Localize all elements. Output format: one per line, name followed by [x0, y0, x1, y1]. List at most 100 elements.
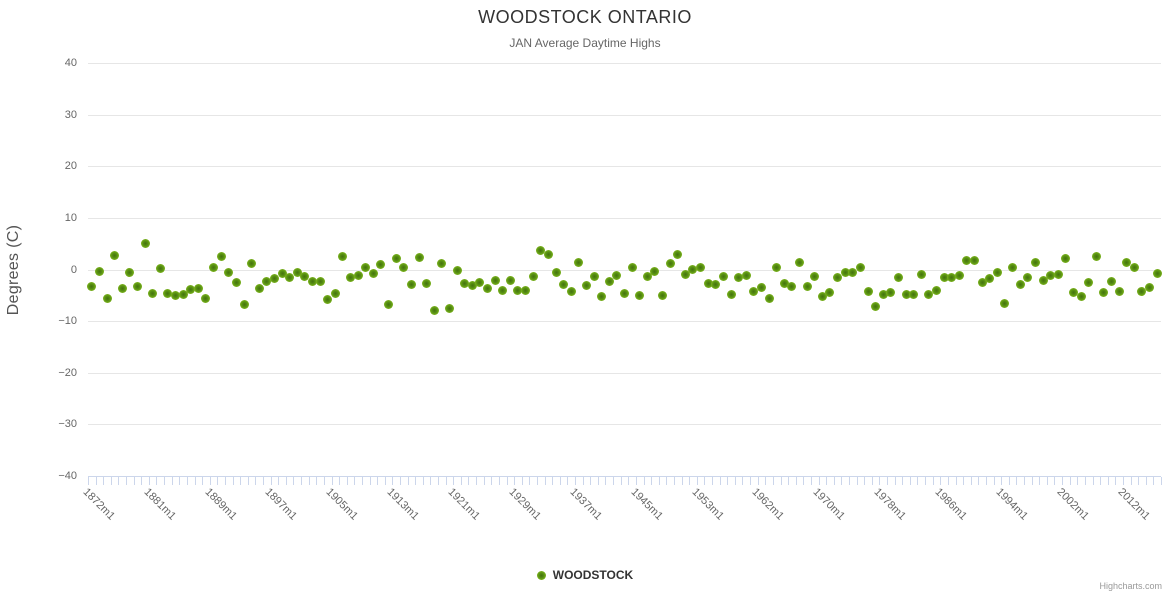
- data-point[interactable]: [361, 263, 371, 273]
- data-point[interactable]: [627, 262, 637, 272]
- data-point[interactable]: [155, 263, 165, 273]
- data-point[interactable]: [817, 291, 827, 301]
- data-point[interactable]: [353, 270, 363, 280]
- data-point[interactable]: [231, 277, 241, 287]
- data-point[interactable]: [589, 271, 599, 281]
- data-point[interactable]: [125, 267, 135, 277]
- data-point[interactable]: [399, 263, 409, 273]
- data-point[interactable]: [528, 271, 538, 281]
- data-point[interactable]: [536, 245, 546, 255]
- data-point[interactable]: [559, 279, 569, 289]
- data-point[interactable]: [954, 271, 964, 281]
- data-point[interactable]: [711, 279, 721, 289]
- data-point[interactable]: [871, 301, 881, 311]
- data-point[interactable]: [848, 267, 858, 277]
- data-point[interactable]: [1076, 292, 1086, 302]
- data-point[interactable]: [650, 266, 660, 276]
- data-point[interactable]: [307, 276, 317, 286]
- data-point[interactable]: [1091, 251, 1101, 261]
- legend-item-woodstock[interactable]: WOODSTOCK: [0, 568, 1170, 582]
- data-point[interactable]: [117, 284, 127, 294]
- data-point[interactable]: [178, 290, 188, 300]
- data-point[interactable]: [1145, 282, 1155, 292]
- data-point[interactable]: [292, 267, 302, 277]
- data-point[interactable]: [262, 277, 272, 287]
- data-point[interactable]: [201, 293, 211, 303]
- data-point[interactable]: [970, 256, 980, 266]
- data-point[interactable]: [947, 272, 957, 282]
- data-point[interactable]: [1068, 288, 1078, 298]
- data-point[interactable]: [673, 249, 683, 259]
- data-point[interactable]: [886, 287, 896, 297]
- data-point[interactable]: [893, 273, 903, 283]
- data-point[interactable]: [1061, 254, 1071, 264]
- data-point[interactable]: [391, 254, 401, 264]
- data-point[interactable]: [749, 286, 759, 296]
- data-point[interactable]: [992, 267, 1002, 277]
- data-point[interactable]: [132, 281, 142, 291]
- data-point[interactable]: [977, 278, 987, 288]
- data-point[interactable]: [764, 293, 774, 303]
- data-point[interactable]: [285, 273, 295, 283]
- data-point[interactable]: [140, 238, 150, 248]
- data-point[interactable]: [939, 273, 949, 283]
- data-point[interactable]: [574, 257, 584, 267]
- data-point[interactable]: [422, 279, 432, 289]
- data-point[interactable]: [551, 268, 561, 278]
- data-point[interactable]: [521, 285, 531, 295]
- data-point[interactable]: [269, 274, 279, 284]
- data-point[interactable]: [498, 285, 508, 295]
- data-point[interactable]: [787, 281, 797, 291]
- data-point[interactable]: [1107, 276, 1117, 286]
- data-point[interactable]: [171, 290, 180, 300]
- data-point[interactable]: [277, 269, 287, 279]
- data-point[interactable]: [315, 277, 325, 287]
- data-point[interactable]: [597, 292, 607, 302]
- data-point[interactable]: [612, 270, 622, 280]
- data-point[interactable]: [505, 275, 515, 285]
- data-point[interactable]: [1038, 275, 1048, 285]
- data-point[interactable]: [239, 300, 249, 310]
- data-point[interactable]: [475, 278, 485, 288]
- data-point[interactable]: [1129, 262, 1139, 272]
- data-point[interactable]: [840, 268, 850, 278]
- data-point[interactable]: [338, 251, 348, 261]
- data-point[interactable]: [802, 282, 812, 292]
- data-point[interactable]: [368, 269, 378, 279]
- data-point[interactable]: [726, 289, 736, 299]
- data-point[interactable]: [1015, 279, 1025, 289]
- data-point[interactable]: [932, 285, 941, 295]
- data-point[interactable]: [581, 281, 591, 290]
- data-point[interactable]: [414, 252, 424, 262]
- data-point[interactable]: [163, 288, 173, 298]
- data-point[interactable]: [87, 281, 97, 291]
- data-point[interactable]: [924, 289, 934, 299]
- highcharts-credit-link[interactable]: Highcharts.com: [1099, 581, 1162, 591]
- data-point[interactable]: [825, 287, 835, 297]
- data-point[interactable]: [878, 289, 888, 299]
- data-point[interactable]: [209, 263, 219, 273]
- data-point[interactable]: [406, 279, 416, 289]
- data-point[interactable]: [330, 288, 340, 298]
- data-point[interactable]: [620, 288, 629, 298]
- data-point[interactable]: [779, 278, 789, 288]
- data-point[interactable]: [300, 272, 310, 282]
- data-point[interactable]: [384, 299, 394, 309]
- data-point[interactable]: [1000, 299, 1010, 309]
- data-point[interactable]: [323, 294, 333, 304]
- data-point[interactable]: [543, 249, 553, 259]
- data-point[interactable]: [718, 272, 728, 282]
- data-point[interactable]: [810, 271, 820, 281]
- data-point[interactable]: [680, 270, 690, 280]
- data-point[interactable]: [741, 271, 751, 281]
- data-point[interactable]: [916, 270, 926, 280]
- data-point[interactable]: [437, 259, 447, 269]
- data-point[interactable]: [1030, 258, 1040, 268]
- data-point[interactable]: [1046, 271, 1056, 281]
- data-point[interactable]: [756, 282, 766, 292]
- data-point[interactable]: [1114, 286, 1124, 296]
- data-point[interactable]: [490, 275, 500, 285]
- data-point[interactable]: [795, 258, 805, 268]
- data-point[interactable]: [962, 256, 972, 266]
- data-point[interactable]: [1084, 278, 1094, 288]
